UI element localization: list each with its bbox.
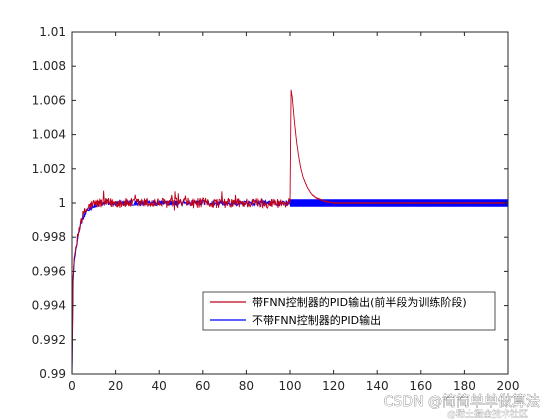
legend-label-pid: 不带FNN控制器的PID输出 (252, 313, 381, 327)
x-tick-label: 20 (108, 379, 123, 393)
y-tick-label: 1 (58, 196, 66, 210)
y-tick-label: 1.008 (32, 59, 66, 73)
legend-box (202, 291, 496, 331)
y-tick-label: 0.998 (32, 230, 66, 244)
y-tick-label: 1.002 (32, 162, 66, 176)
watermark-text: CSDN @简简单单做算法 (384, 393, 540, 410)
x-tick-label: 120 (322, 379, 345, 393)
watermark-subtext: @稀土掘金技术社区 (447, 408, 528, 420)
x-tick-label: 180 (453, 379, 476, 393)
series-layer (71, 89, 509, 375)
axes-layer: 0 20 40 60 80 100 120 140 160 180 200 0.99 0.992 0.99… (32, 25, 520, 393)
legend: 带FNN控制器的PID输出(前半段为训练阶段) 不带FNN控制器的PID输出 (202, 291, 496, 331)
x-tick-label: 40 (152, 379, 167, 393)
series-line-fnn (71, 89, 509, 375)
y-tick-label: 1.006 (32, 93, 66, 107)
y-tick-label: 0.992 (32, 333, 66, 347)
y-tick-label: 1.004 (32, 128, 66, 142)
y-tick-label: 0.996 (32, 264, 66, 278)
legend-label-fnn: 带FNN控制器的PID输出(前半段为训练阶段) (252, 295, 467, 309)
x-tick-label: 80 (239, 379, 254, 393)
x-tick-label: 200 (497, 379, 520, 393)
watermark: CSDN @简简单单做算法 @稀土掘金技术社区 (383, 393, 540, 420)
x-tick-label: 0 (68, 379, 76, 393)
x-tick-label: 140 (366, 379, 389, 393)
y-tick-label: 0.99 (39, 367, 66, 381)
x-tick-label: 60 (195, 379, 210, 393)
x-tick-label: 100 (279, 379, 302, 393)
y-tick-label: 1.01 (39, 25, 66, 39)
y-tick-label: 0.994 (32, 299, 66, 313)
x-tick-label: 160 (409, 379, 432, 393)
